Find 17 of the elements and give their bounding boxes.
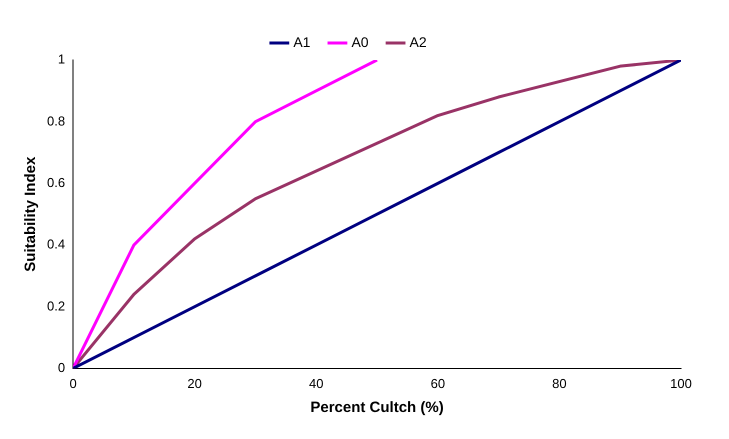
x-tick-label: 80: [552, 376, 567, 391]
legend-label: A0: [351, 34, 369, 50]
y-tick-label: 0.8: [46, 113, 66, 128]
y-tick-label: 0.2: [46, 298, 66, 314]
y-axis-title: Suitability Index: [22, 156, 40, 272]
x-tick-label: 0: [69, 376, 77, 391]
y-tick-label: 0.4: [46, 236, 66, 252]
y-tick-label: 1: [58, 52, 66, 67]
x-tick-label: 40: [309, 376, 324, 391]
x-tick-label: 20: [187, 376, 202, 391]
y-tick-label: 0: [58, 360, 66, 375]
legend-label: A2: [410, 34, 427, 50]
y-tick-label: 0.6: [46, 174, 66, 190]
legend-label: A1: [293, 34, 311, 50]
x-tick-label: 60: [430, 376, 446, 391]
x-axis-title: Percent Cultch (%): [310, 399, 444, 416]
x-tick-label: 100: [670, 376, 692, 391]
